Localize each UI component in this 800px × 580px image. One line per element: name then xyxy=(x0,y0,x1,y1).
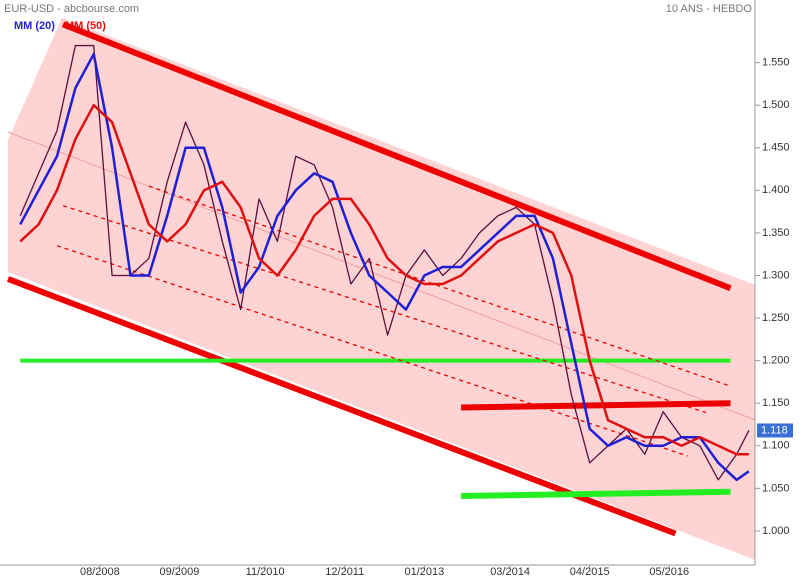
y-tick-label: 1.000 xyxy=(762,525,790,537)
trend-line xyxy=(56,245,688,457)
x-tick-label: 08/2008 xyxy=(80,566,120,578)
trend-line xyxy=(62,21,732,292)
y-tick-label: 1.300 xyxy=(762,269,790,281)
x-tick-label: 09/2009 xyxy=(160,566,200,578)
chart-subtitle: 10 ANS - HEBDO xyxy=(666,3,753,15)
y-tick-label: 1.150 xyxy=(762,397,790,409)
legend-entry: MM (20) xyxy=(14,20,55,32)
last-value-label: 1.118 xyxy=(761,424,788,436)
chart-title: EUR-USD - abcbourse.com xyxy=(4,3,139,15)
x-tick-label: 05/2016 xyxy=(649,566,689,578)
y-tick-label: 1.450 xyxy=(762,142,790,154)
y-tick-label: 1.350 xyxy=(762,227,790,239)
y-tick-label: 1.500 xyxy=(762,99,790,111)
series-line xyxy=(19,52,750,482)
trend-line xyxy=(461,400,731,411)
y-tick-label: 1.100 xyxy=(762,440,790,452)
channel-fill xyxy=(8,18,755,560)
x-tick-label: 01/2013 xyxy=(404,566,444,578)
trend-line xyxy=(6,276,677,537)
series-line xyxy=(19,103,749,456)
y-tick-label: 1.200 xyxy=(762,355,790,367)
y-tick-label: 1.050 xyxy=(762,482,790,494)
y-tick-label: 1.250 xyxy=(762,312,790,324)
trend-line xyxy=(148,185,731,387)
x-tick-label: 04/2015 xyxy=(570,566,610,578)
x-tick-label: 11/2010 xyxy=(246,566,285,578)
y-tick-label: 1.400 xyxy=(762,184,790,196)
axis-band xyxy=(755,0,800,580)
x-tick-label: 12/2011 xyxy=(325,566,364,578)
series-line xyxy=(19,44,750,481)
last-value-box xyxy=(757,423,793,438)
trend-line xyxy=(461,488,731,500)
x-tick-label: 03/2014 xyxy=(490,566,530,578)
y-tick-label: 1.550 xyxy=(762,57,790,69)
legend-entry: MM (50) xyxy=(65,20,106,32)
